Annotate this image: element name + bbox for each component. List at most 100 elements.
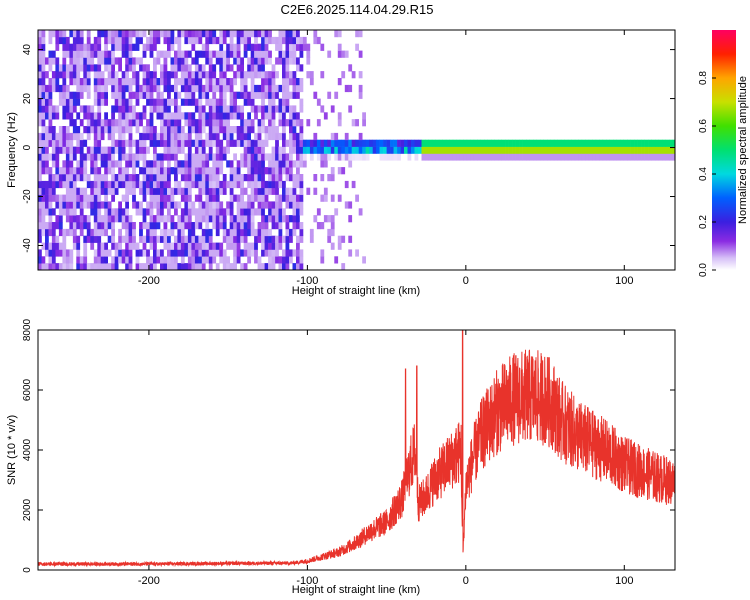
heatmap-cell: [296, 139, 300, 147]
heatmap-cell: [104, 242, 108, 250]
heatmap-cell: [330, 228, 335, 237]
heatmap-cell: [236, 43, 241, 51]
heatmap-cell: [198, 126, 203, 134]
heatmap-cell: [205, 30, 210, 31]
heatmap-cell: [156, 78, 161, 86]
heatmap-cell: [118, 228, 122, 237]
heatmap-cell: [411, 139, 415, 147]
heatmap-cell: [306, 139, 311, 147]
heatmap-cell: [198, 167, 203, 175]
heatmap-cell: [149, 222, 154, 230]
heatmap-cell: [41, 222, 46, 230]
heatmap-cell: [72, 64, 77, 72]
heatmap-cell: [45, 132, 49, 141]
heatmap-cell: [139, 36, 143, 45]
heatmap-cell: [567, 146, 572, 154]
heatmap-cell: [160, 160, 164, 168]
heatmap-cell: [599, 153, 604, 161]
heatmap-cell: [285, 36, 290, 45]
heatmap-cell: [208, 105, 213, 113]
heatmap-cell: [271, 201, 276, 209]
heatmap-cell: [208, 194, 213, 202]
heatmap-cell: [285, 57, 290, 65]
heatmap-cell: [177, 132, 182, 141]
heatmap-cell: [540, 139, 544, 147]
heatmap-cell: [226, 139, 230, 147]
heatmap-cell: [93, 119, 98, 127]
heatmap-cell: [62, 64, 67, 72]
heatmap-cell: [153, 256, 157, 264]
heatmap-cell: [93, 139, 98, 147]
heatmap-cell: [128, 98, 133, 106]
heatmap-cell: [219, 139, 224, 147]
heatmap-cell: [65, 215, 70, 223]
heatmap-cell: [229, 187, 234, 195]
heatmap-cell: [306, 146, 311, 154]
heatmap-cell: [170, 249, 175, 257]
heatmap-cell: [72, 57, 77, 65]
heatmap-cell: [264, 153, 269, 161]
heatmap-cell: [41, 57, 46, 65]
heatmap-cell: [299, 84, 304, 93]
heatmap-cell: [264, 36, 269, 45]
heatmap-cell: [45, 201, 49, 209]
heatmap-cell: [533, 146, 537, 154]
heatmap-cell: [285, 174, 290, 182]
heatmap-cell: [51, 105, 56, 113]
heatmap-cell: [76, 57, 81, 65]
heatmap-cell: [212, 30, 217, 38]
heatmap-cell: [550, 153, 555, 161]
heatmap-cell: [149, 228, 154, 237]
heatmap-cell: [669, 146, 673, 154]
heatmap-cell: [261, 57, 265, 65]
heatmap-cell: [644, 139, 649, 147]
heatmap-cell: [240, 201, 244, 209]
heatmap-cell: [104, 201, 108, 209]
heatmap-cell: [100, 98, 105, 106]
heatmap-cell: [247, 36, 251, 45]
heatmap-cell: [215, 160, 220, 168]
heatmap-cell: [316, 139, 321, 147]
heatmap-cell: [243, 235, 248, 243]
heatmap-cell: [69, 160, 74, 168]
heatmap-cell: [327, 50, 332, 58]
heatmap-cell: [208, 50, 213, 58]
heatmap-cell: [45, 222, 49, 230]
heatmap-cell: [264, 91, 269, 99]
heatmap-cell: [285, 71, 290, 79]
heatmap-cell: [296, 84, 300, 93]
heatmap-cell: [268, 57, 272, 65]
heatmap-cell: [630, 146, 635, 154]
heatmap-cell: [285, 194, 290, 202]
heatmap-cell: [285, 105, 290, 113]
heatmap-cell: [100, 126, 105, 134]
heatmap-cell: [97, 30, 102, 31]
heatmap-cell: [167, 228, 171, 237]
heatmap-cell: [257, 146, 262, 154]
heatmap-cell: [107, 146, 112, 154]
heatmap-cell: [187, 215, 192, 223]
heatmap-cell: [222, 146, 227, 154]
heatmap-cell: [292, 222, 297, 230]
heatmap-cell: [655, 153, 659, 161]
heatmap-cell: [135, 36, 140, 45]
heatmap-cell: [146, 132, 150, 141]
heatmap-cell: [278, 30, 283, 31]
heatmap-cell: [156, 105, 161, 113]
heatmap-cell: [226, 84, 230, 93]
heatmap-cell: [132, 180, 136, 189]
heatmap-cell: [76, 84, 81, 93]
heatmap-cell: [261, 208, 265, 216]
heatmap-cell: [264, 222, 269, 230]
heatmap-cell: [135, 30, 140, 31]
heatmap-cell: [222, 36, 227, 45]
heatmap-cell: [55, 167, 60, 175]
heatmap-cell: [184, 201, 189, 209]
heatmap-cell: [100, 84, 105, 93]
heatmap-cell: [100, 174, 105, 182]
heatmap-cell: [194, 208, 199, 216]
heatmap-cell: [62, 146, 67, 154]
heatmap-cell: [254, 242, 258, 250]
heatmap-cell: [93, 167, 98, 175]
heatmap-cell: [296, 64, 300, 72]
